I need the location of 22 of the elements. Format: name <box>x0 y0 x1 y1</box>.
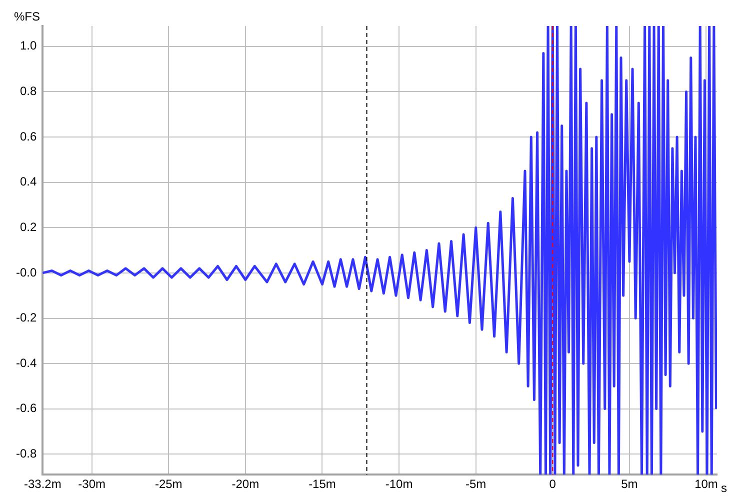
x-tick-label: -10m <box>385 477 413 492</box>
y-tick-label: -0.0 <box>16 265 37 280</box>
y-tick-label: 1.0 <box>20 38 37 53</box>
x-tick-label: 0 <box>549 477 556 492</box>
y-tick-label: 0.2 <box>20 220 37 234</box>
y-tick-label: 0.8 <box>20 84 37 98</box>
x-axis-title: s <box>721 480 727 495</box>
y-axis-title: %FS <box>14 9 40 24</box>
y-tick-label: -0.8 <box>16 446 37 461</box>
x-tick-label: -33.2m <box>24 477 62 492</box>
x-tick-label: -5m <box>466 477 486 492</box>
x-tick-label: -30m <box>78 477 106 492</box>
y-tick-label: 0.4 <box>20 174 37 189</box>
y-tick-label: 0.6 <box>20 129 37 144</box>
y-tick-label: -0.2 <box>16 310 37 325</box>
y-tick-label: -0.4 <box>16 356 37 370</box>
x-tick-label: -25m <box>154 477 182 492</box>
x-tick-label: -15m <box>308 477 336 492</box>
x-tick-label: 10m <box>694 477 718 492</box>
x-tick-label: -20m <box>232 477 260 492</box>
y-tick-label: -0.6 <box>16 401 37 416</box>
x-tick-label: 5m <box>621 477 638 492</box>
